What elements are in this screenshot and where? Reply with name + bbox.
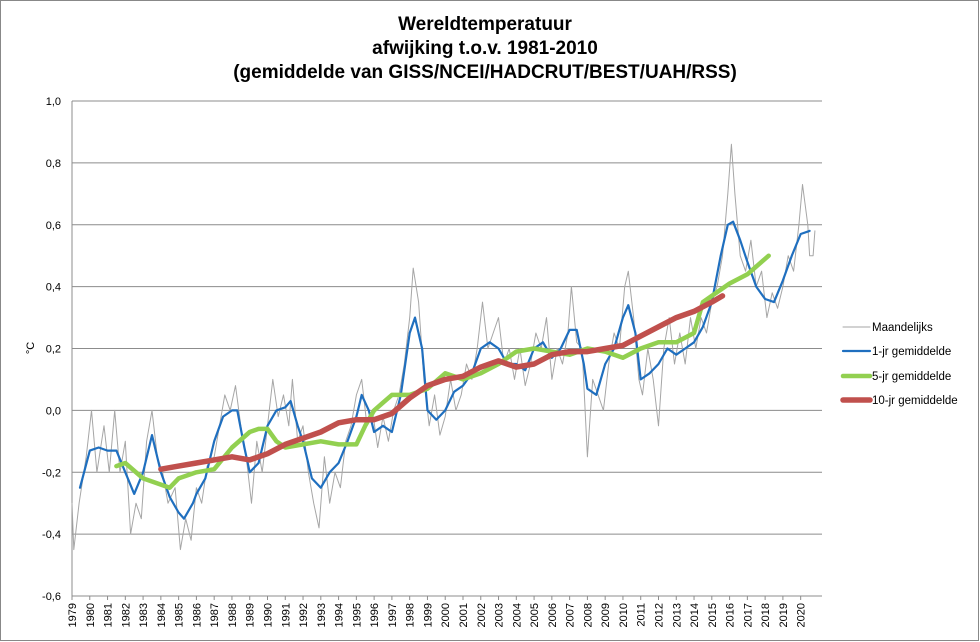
series-line-1-jr-gemiddelde (78, 220, 811, 520)
y-tick-label: 0,8 (46, 158, 61, 170)
x-tick-label: 2019 (778, 603, 790, 627)
legend-label-1-jr-gemiddelde: 1-jr gemiddelde (872, 346, 951, 358)
series-line-10-jr-gemiddelde (158, 293, 726, 472)
x-tick-label: 2007 (565, 603, 577, 627)
x-tick-label: 1989 (245, 603, 257, 627)
y-tick-label: 0,0 (46, 405, 61, 417)
x-tick-label: 1999 (422, 603, 434, 627)
x-tick-label: 2013 (671, 603, 683, 627)
x-tick-label: 2015 (707, 603, 719, 627)
x-tick-label: 2008 (582, 603, 594, 627)
y-tick-label: -0,4 (42, 529, 61, 541)
x-tick-label: 1987 (209, 603, 221, 627)
x-tick-label: 2005 (529, 603, 541, 627)
y-tick-label: -0,2 (42, 467, 61, 479)
x-tick-label: 2001 (458, 603, 470, 627)
x-tick-label: 1984 (156, 603, 168, 627)
chart-title-line-3: (gemiddelde van GISS/NCEI/HADCRUT/BEST/U… (233, 62, 737, 83)
x-tick-label: 1980 (85, 603, 97, 627)
chart-title-line-2: afwijking t.o.v. 1981-2010 (372, 38, 598, 59)
x-tick-label: 2017 (742, 603, 754, 627)
y-tick-label: 0,4 (46, 282, 61, 294)
y-tick-label: 0,2 (46, 344, 61, 356)
x-tick-label: 1983 (138, 603, 150, 627)
y-tick-label: 1,0 (46, 96, 61, 108)
x-tick-label: 1988 (227, 603, 239, 627)
x-tick-label: 1985 (174, 603, 186, 627)
x-tick-label: 1979 (67, 603, 79, 627)
chart-title-line-1: Wereldtemperatuur (398, 14, 572, 35)
x-tick-label: 1992 (298, 603, 310, 627)
x-tick-label: 2020 (796, 603, 808, 627)
x-tick-label: 2009 (600, 603, 612, 627)
legend-label-maandelijks: Maandelijks (872, 322, 933, 334)
x-tick-label: 1996 (369, 603, 381, 627)
x-tick-label: 1990 (262, 603, 274, 627)
x-tick-label: 1986 (191, 603, 203, 627)
x-tick-label: 2004 (511, 603, 523, 627)
x-tick-label: 1998 (405, 603, 417, 627)
x-tick-label: 1981 (103, 603, 115, 627)
x-tick-label: 2006 (547, 603, 559, 627)
legend-label-5-jr-gemiddelde: 5-jr gemiddelde (872, 371, 951, 383)
x-tick-label: 2018 (760, 603, 772, 627)
y-tick-label: 0,6 (46, 220, 61, 232)
x-tick-label: 1982 (120, 603, 132, 627)
y-axis-label: °C (25, 342, 37, 354)
x-tick-label: 2011 (636, 603, 648, 627)
y-tick-label: -0,6 (42, 591, 61, 603)
x-tick-label: 1994 (334, 603, 346, 627)
x-tick-label: 1993 (316, 603, 328, 627)
x-tick-label: 1991 (280, 603, 292, 627)
x-tick-label: 2003 (494, 603, 506, 627)
x-tick-label: 2010 (618, 603, 630, 627)
x-tick-label: 2016 (725, 603, 737, 627)
x-tick-label: 1995 (351, 603, 363, 627)
legend-label-10-jr-gemiddelde: 10-jr gemiddelde (872, 395, 958, 407)
x-tick-label: 2000 (440, 603, 452, 627)
x-tick-label: 1997 (387, 603, 399, 627)
x-tick-label: 2012 (653, 603, 665, 627)
x-tick-label: 2014 (689, 603, 701, 627)
x-tick-label: 2002 (476, 603, 488, 627)
